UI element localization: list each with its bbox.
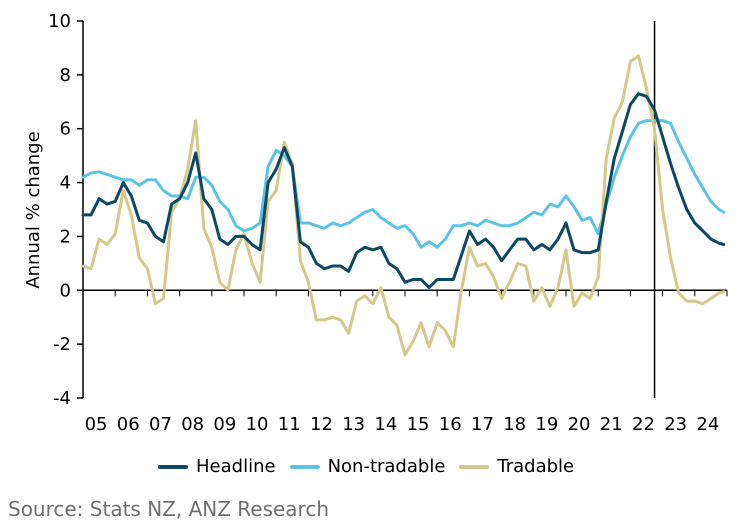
legend-item-tradable: Tradable [459,456,574,477]
legend-label-non-tradable: Non-tradable [327,456,446,477]
x-tick-label: 05 [85,414,108,435]
series-line-non-tradable [81,119,726,249]
legend-label-headline: Headline [196,456,276,477]
legend-item-non-tradable: Non-tradable [289,456,446,477]
source-note: Source: Stats NZ, ANZ Research [8,497,330,521]
y-tick-label: 8 [60,65,71,86]
series-line-headline [81,92,726,290]
y-tick-label: -4 [53,388,71,409]
y-tick-label: 2 [60,226,71,247]
series-line-tradable [81,54,726,357]
x-tick-label: 18 [503,414,526,435]
y-tick-label: 4 [60,173,71,194]
y-tick-label: -2 [53,334,71,355]
x-tick-label: 16 [439,414,462,435]
y-axis-ticks: -4 -2 0 2 4 6 8 10 [48,11,83,409]
x-tick-label: 15 [407,414,430,435]
legend-swatch-non-tradable [289,464,320,469]
x-tick-label: 07 [149,414,172,435]
x-tick-label: 24 [696,414,719,435]
x-tick-label: 22 [632,414,655,435]
x-tick-label: 23 [664,414,687,435]
y-tick-label: 0 [60,280,71,301]
x-tick-label: 19 [535,414,558,435]
x-axis-ticks: 05 06 07 08 09 10 11 12 13 14 15 16 17 18 19 20 21 22 23 24 [82,290,728,435]
x-tick-label: 17 [471,414,494,435]
y-axis-title: Annual % change [23,131,44,288]
legend-swatch-tradable [459,464,490,469]
x-tick-label: 20 [568,414,591,435]
x-tick-label: 21 [600,414,623,435]
x-tick-label: 10 [246,414,269,435]
legend-item-headline: Headline [158,456,276,477]
x-tick-label: 11 [278,414,301,435]
x-tick-label: 14 [374,414,397,435]
legend-label-tradable: Tradable [497,456,575,477]
x-tick-label: 09 [213,414,236,435]
legend-swatch-headline [158,464,188,469]
x-tick-label: 13 [342,414,365,435]
legend: Headline Non-tradable Tradable [158,456,588,477]
x-tick-label: 06 [117,414,140,435]
x-tick-label: 12 [310,414,333,435]
x-tick-label: 08 [181,414,204,435]
y-tick-label: 6 [60,119,71,140]
y-tick-label: 10 [48,11,71,32]
series-lines [81,54,726,357]
